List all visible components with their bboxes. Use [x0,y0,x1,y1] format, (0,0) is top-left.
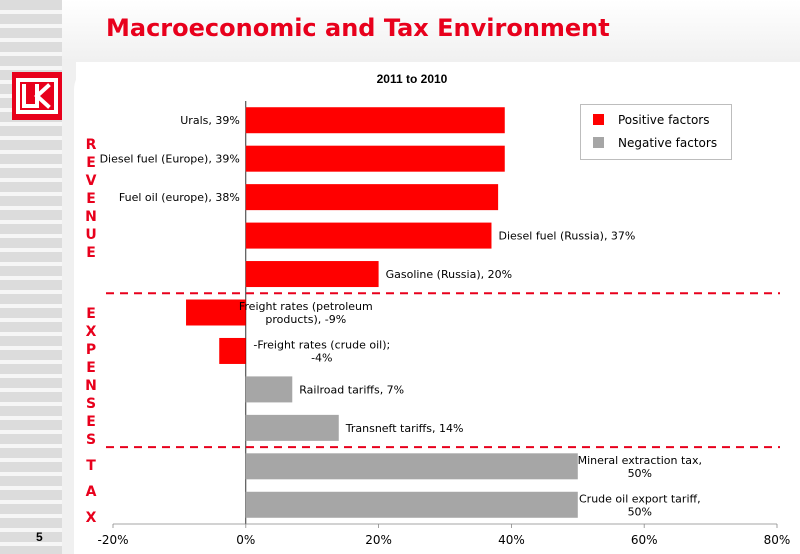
legend-positive-label: Positive factors [618,113,710,127]
revenue-letter: E [86,155,96,171]
header-band [62,0,800,62]
x-tick-label: 80% [764,533,791,547]
bar-data-label: Urals, 39% [180,114,240,127]
x-tick-label: 60% [631,533,658,547]
expenses-letter: X [85,324,97,340]
slide-title: Macroeconomic and Tax Environment [106,14,610,42]
legend-positive: Positive factors [593,113,709,127]
expenses-letter: E [86,306,96,322]
bar-data-label: -Freight rates (crude oil); -4% [253,338,390,364]
left-panel [62,62,76,554]
bar-data-label: Diesel fuel (Europe), 39% [100,153,240,166]
revenue-letter: U [85,227,97,243]
legend-negative-label: Negative factors [618,136,718,150]
bar-data-label: Crude oil export tariff, 50% [579,492,701,518]
lukoil-logo-icon [12,72,62,120]
revenue-letter: N [85,209,97,225]
bar [219,337,246,364]
expenses-letter: P [85,342,97,358]
bar-data-label: Mineral extraction tax, 50% [578,454,702,480]
chart-legend: Positive factors Negative factors [580,104,732,160]
bar [245,107,505,134]
page-number: 5 [36,530,43,544]
bar [186,299,246,326]
tax-letter: X [85,510,97,526]
legend-swatch-positive [593,114,604,125]
tax-letter: A [85,484,97,500]
bar [245,184,499,211]
x-tick-label: -20% [97,533,128,547]
bar-data-label: Gasoline (Russia), 20% [386,268,512,281]
bar [245,145,505,172]
expenses-letter: N [85,378,97,394]
bar [245,261,379,288]
bar [245,491,578,518]
revenue-letter: V [85,173,97,189]
expenses-letter: E [86,414,96,430]
legend-negative: Negative factors [593,136,717,150]
tax-letter: T [86,458,96,474]
bar-data-label: Transneft tariffs, 14% [345,422,464,435]
bar-data-label: Diesel fuel (Russia), 37% [498,230,635,243]
x-tick-label: 0% [236,533,255,547]
bar-data-label: Railroad tariffs, 7% [299,383,404,396]
expenses-letter: S [85,396,97,412]
bar-data-label: Freight rates (petroleum products), -9% [239,300,373,326]
expenses-letter: E [86,360,96,376]
legend-swatch-negative [593,137,604,148]
x-tick-label: 40% [498,533,525,547]
chart-title: 2011 to 2010 [377,72,448,86]
bar [245,453,578,480]
bar [245,414,339,441]
revenue-letter: E [86,191,96,207]
bar [245,376,293,403]
expenses-letter: S [85,432,97,448]
bar [245,222,492,249]
x-tick-label: 20% [365,533,392,547]
bar-data-label: Fuel oil (europe), 38% [119,191,240,204]
revenue-letter: E [86,245,96,261]
revenue-letter: R [85,137,97,153]
